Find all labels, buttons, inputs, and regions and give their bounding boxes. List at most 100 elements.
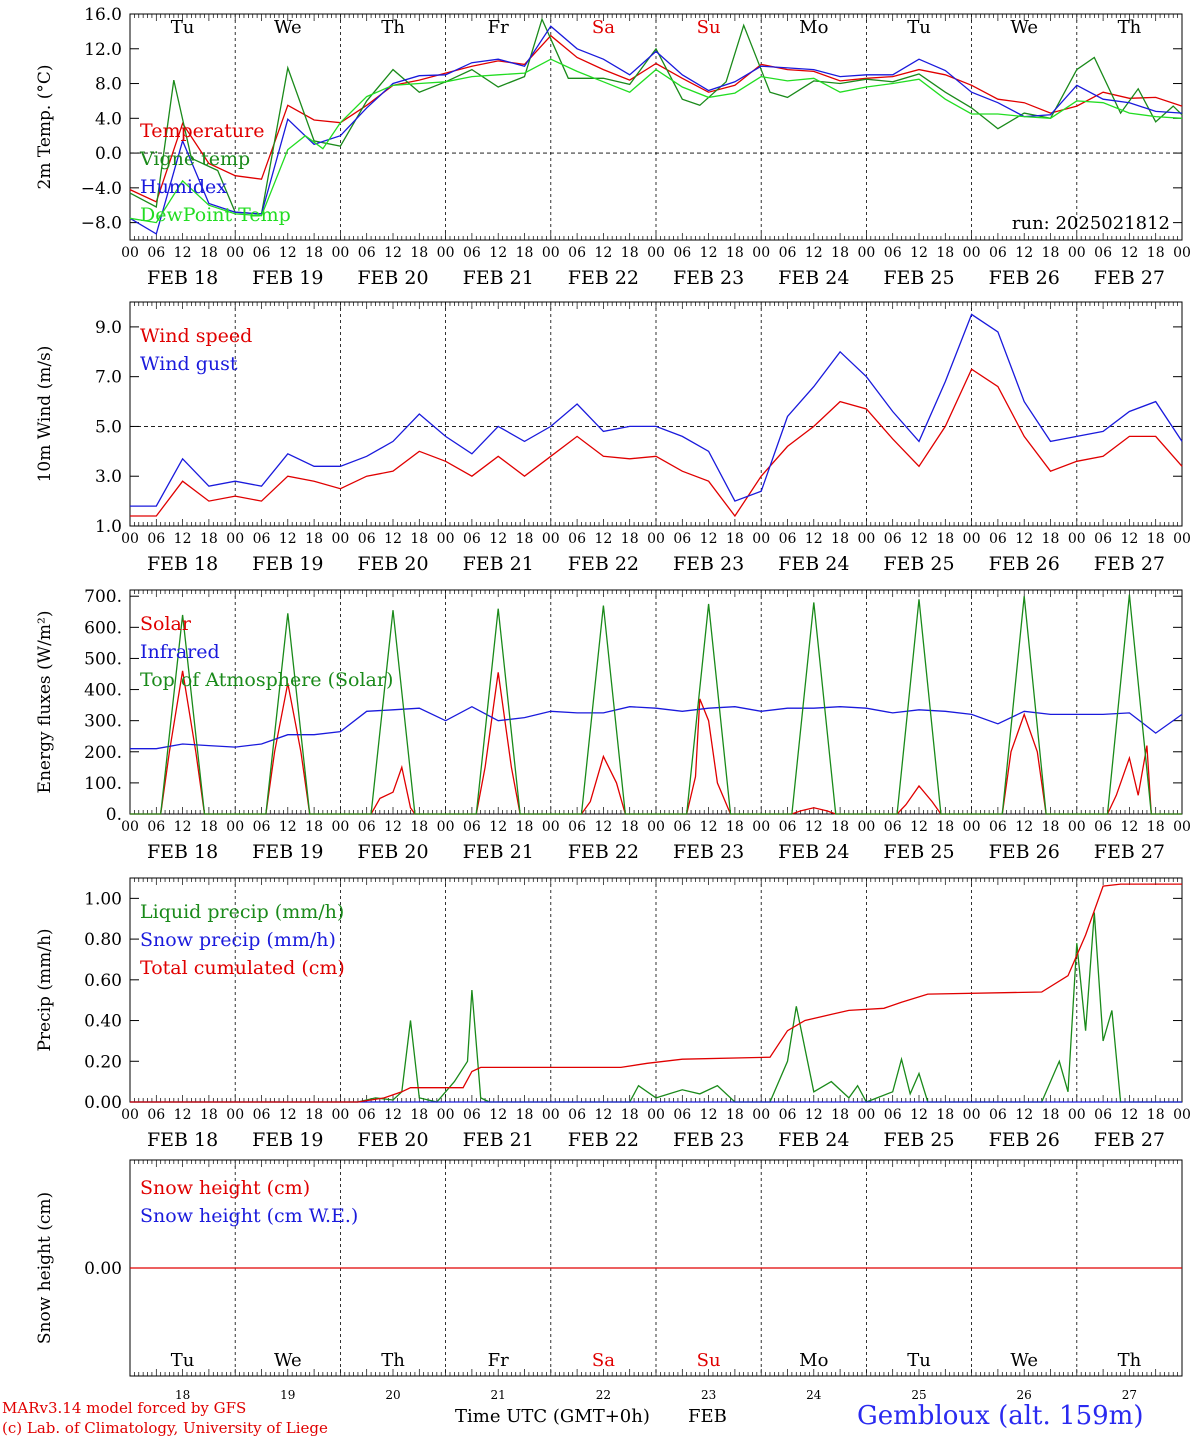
hour-tick-label: 12 bbox=[805, 1107, 823, 1123]
day-name-label: Th bbox=[1118, 17, 1142, 38]
hour-tick-label: 06 bbox=[463, 531, 481, 547]
day-name-label: Tu bbox=[907, 17, 931, 38]
date-label: FEB 23 bbox=[673, 1129, 744, 1151]
hour-tick-label: 00 bbox=[226, 819, 244, 835]
date-label: FEB 20 bbox=[357, 841, 428, 863]
y-tick-label: 1.0 bbox=[95, 517, 122, 537]
hour-tick-label: 00 bbox=[752, 1107, 770, 1123]
hour-tick-label: 18 bbox=[516, 819, 534, 835]
hour-tick-label: 12 bbox=[384, 531, 402, 547]
day-name-label: Sa bbox=[592, 1350, 615, 1371]
day-number-label: 23 bbox=[701, 1388, 716, 1402]
date-label: FEB 19 bbox=[252, 1129, 323, 1151]
hour-tick-label: 06 bbox=[147, 245, 165, 261]
y-tick-label: 0.80 bbox=[84, 930, 122, 950]
day-number-label: 19 bbox=[280, 1388, 295, 1402]
hour-tick-label: 00 bbox=[331, 245, 349, 261]
hour-tick-label: 00 bbox=[647, 531, 665, 547]
hour-tick-label: 12 bbox=[1015, 1107, 1033, 1123]
hour-tick-label: 18 bbox=[200, 531, 218, 547]
hour-tick-label: 12 bbox=[174, 819, 192, 835]
hour-tick-label: 12 bbox=[489, 819, 507, 835]
day-name-label: Th bbox=[1118, 1350, 1142, 1371]
y-tick-label: 500. bbox=[84, 649, 122, 669]
hour-tick-label: 18 bbox=[410, 245, 428, 261]
y-tick-label: 16.0 bbox=[84, 5, 122, 25]
hour-tick-label: 00 bbox=[437, 1107, 455, 1123]
panel-3: 700. 600. 500. 400. 300. 200. 100. 0. Energy flu… bbox=[35, 587, 1191, 863]
date-label: FEB 27 bbox=[1094, 553, 1165, 575]
y-tick-label: 400. bbox=[84, 681, 122, 701]
hour-tick-label: 06 bbox=[568, 531, 586, 547]
day-name-label: Mo bbox=[799, 17, 828, 38]
date-label: FEB 23 bbox=[673, 553, 744, 575]
date-label: FEB 22 bbox=[568, 1129, 639, 1151]
hour-tick-label: 18 bbox=[200, 245, 218, 261]
hour-tick-label: 12 bbox=[489, 245, 507, 261]
hour-tick-label: 06 bbox=[779, 1107, 797, 1123]
date-label: FEB 24 bbox=[778, 1129, 849, 1151]
y-tick-label: −4.0 bbox=[81, 179, 122, 199]
hour-tick-label: 06 bbox=[358, 531, 376, 547]
hour-tick-label: 18 bbox=[410, 1107, 428, 1123]
hour-tick-label: 00 bbox=[121, 531, 139, 547]
y-tick-label: 600. bbox=[84, 618, 122, 638]
hour-tick-label: 18 bbox=[621, 1107, 639, 1123]
hour-tick-label: 06 bbox=[989, 1107, 1007, 1123]
y-axis-label: 10m Wind (m/s) bbox=[35, 346, 55, 483]
y-tick-label: 700. bbox=[84, 587, 122, 607]
hour-tick-label: 00 bbox=[542, 1107, 560, 1123]
date-label: FEB 26 bbox=[989, 841, 1060, 863]
date-label: FEB 27 bbox=[1094, 1129, 1165, 1151]
hour-tick-label: 06 bbox=[568, 819, 586, 835]
hour-tick-label: 12 bbox=[700, 245, 718, 261]
day-name-label: We bbox=[1010, 1350, 1038, 1371]
date-label: FEB 20 bbox=[357, 553, 428, 575]
hour-tick-label: 00 bbox=[437, 245, 455, 261]
y-tick-label: 0. bbox=[106, 805, 122, 825]
hour-tick-label: 06 bbox=[463, 1107, 481, 1123]
hour-tick-label: 06 bbox=[1094, 245, 1112, 261]
hour-tick-label: 18 bbox=[936, 531, 954, 547]
hour-tick-label: 06 bbox=[463, 819, 481, 835]
hour-tick-label: 18 bbox=[831, 531, 849, 547]
hour-tick-label: 12 bbox=[1015, 245, 1033, 261]
panel-2: 9.0 7.0 5.0 3.0 1.0 10m Wind (m/s) Wind speed W… bbox=[35, 301, 1191, 575]
day-number-label: 25 bbox=[911, 1388, 926, 1402]
hour-tick-label: 18 bbox=[516, 531, 534, 547]
hour-tick-label: 00 bbox=[542, 819, 560, 835]
hour-tick-label: 12 bbox=[700, 1107, 718, 1123]
date-label: FEB 25 bbox=[883, 553, 954, 575]
hour-tick-label: 06 bbox=[1094, 819, 1112, 835]
hour-tick-label: 06 bbox=[779, 531, 797, 547]
hour-tick-label: 06 bbox=[147, 819, 165, 835]
legend-entry: Infrared bbox=[140, 641, 220, 663]
date-label: FEB 25 bbox=[883, 267, 954, 289]
day-name-label: Sa bbox=[592, 17, 615, 38]
day-name-label: We bbox=[274, 1350, 302, 1371]
y-tick-label: 0.0 bbox=[95, 144, 122, 164]
series-line-total-cumulated-cm bbox=[130, 883, 1182, 1103]
hour-tick-label: 00 bbox=[1173, 1107, 1191, 1123]
hour-tick-label: 00 bbox=[752, 819, 770, 835]
day-name-label: Mo bbox=[799, 1350, 828, 1371]
hour-tick-label: 06 bbox=[884, 531, 902, 547]
hour-tick-label: 06 bbox=[463, 245, 481, 261]
hour-tick-label: 12 bbox=[279, 245, 297, 261]
hour-tick-label: 06 bbox=[989, 819, 1007, 835]
hour-tick-label: 06 bbox=[147, 531, 165, 547]
hour-tick-label: 12 bbox=[1015, 531, 1033, 547]
hour-tick-label: 00 bbox=[1068, 819, 1086, 835]
hour-tick-label: 18 bbox=[726, 819, 744, 835]
hour-tick-label: 00 bbox=[437, 819, 455, 835]
hour-tick-label: 18 bbox=[726, 245, 744, 261]
legend-entry: Liquid precip (mm/h) bbox=[140, 901, 344, 923]
hour-tick-label: 18 bbox=[200, 1107, 218, 1123]
hour-tick-label: 12 bbox=[384, 245, 402, 261]
hour-tick-label: 12 bbox=[279, 1107, 297, 1123]
hour-tick-label: 18 bbox=[410, 819, 428, 835]
hour-tick-label: 00 bbox=[1068, 531, 1086, 547]
hour-tick-label: 12 bbox=[1120, 245, 1138, 261]
day-name-label: Th bbox=[381, 17, 405, 38]
